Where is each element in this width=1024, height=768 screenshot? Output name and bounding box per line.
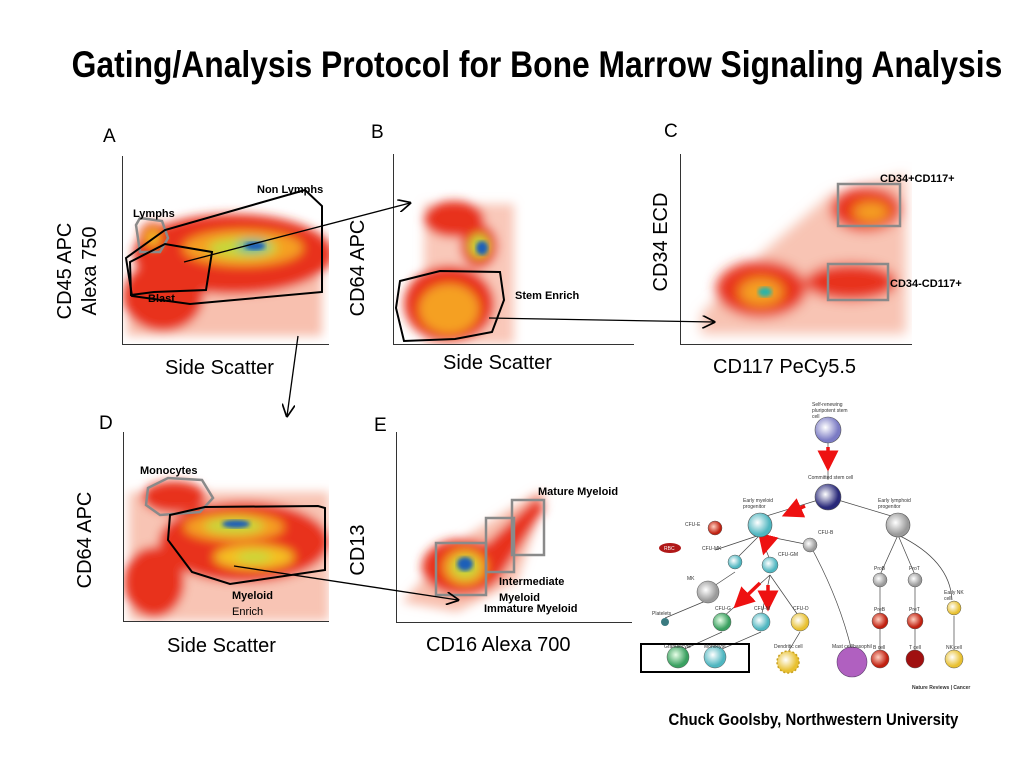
label-mature-myeloid: Mature Myeloid: [538, 486, 619, 498]
highlight-box: [640, 643, 750, 673]
gate-mature-myeloid: [510, 498, 546, 557]
label-pret: PreT: [909, 607, 920, 613]
panel-a-plot: [122, 156, 329, 345]
panel-b-letter: B: [371, 122, 384, 143]
label-cfu-mk: CFU-MK: [702, 546, 722, 552]
label-immature-myeloid: Immature Myeloid: [484, 603, 578, 615]
label-early-lymphoid: Early lymphoid progenitor: [878, 498, 911, 510]
panel-d-xlabel: Side Scatter: [167, 635, 276, 657]
panel-c-letter: C: [664, 121, 678, 142]
label-myeloid-line2: Enrich: [232, 606, 264, 618]
label-cfu-gm: CFU-GM: [778, 552, 798, 558]
label-intermediate-myeloid: Intermediate Myeloid: [499, 574, 564, 606]
credit-line: Chuck Goolsby, Northwestern University: [668, 710, 958, 729]
label-cfu-e: CFU-E: [685, 522, 701, 528]
label-cfu-g: CFU-G: [715, 606, 731, 612]
label-preb: PreB: [874, 607, 886, 613]
label-platelets: Platelets: [652, 611, 672, 617]
label-myeloid-line1: Myeloid: [232, 590, 273, 602]
label-top: Self-renewing pluripotent stem cell: [812, 402, 848, 420]
slide-title: Gating/Analysis Protocol for Bone Marrow…: [71, 44, 1003, 85]
panel-e-xlabel: CD16 Alexa 700: [426, 634, 571, 656]
panel-a-letter: A: [103, 126, 116, 147]
label-early-myeloid: Early myeloid progenitor: [743, 498, 774, 510]
gate-lymphs: [134, 216, 170, 254]
panel-d-density: [124, 481, 329, 621]
label-monocytes: Monocytes: [140, 465, 198, 477]
gate-cd34neg-cd117pos: [826, 262, 890, 302]
label-rbc: RBC: [664, 546, 675, 552]
label-myeloid-enrich: Myeloid Enrich: [232, 588, 273, 620]
label-b-cell: B cell: [873, 645, 886, 651]
panel-a-xlabel: Side Scatter: [165, 357, 274, 379]
label-committed: Committed stem cell: [808, 475, 854, 481]
label-mk: MK: [687, 576, 695, 582]
label-cfu-d: CFU-D: [793, 606, 809, 612]
panel-d-letter: D: [99, 413, 113, 434]
arrow-a-to-d: [287, 335, 299, 416]
hematopoiesis-diagram: [640, 416, 964, 678]
gate-blast: [128, 242, 214, 297]
label-cfu-m: CFU-M: [754, 606, 771, 612]
label-cd34neg-cd117pos: CD34-CD117+: [890, 278, 962, 290]
label-prob: ProB: [874, 566, 886, 572]
label-granulocyte: Granulocyte: [664, 644, 691, 650]
gate-myeloid-enrich: [166, 504, 326, 586]
gate-stem-enrich: [394, 269, 506, 343]
label-stem-enrich: Stem Enrich: [515, 290, 580, 302]
arrow-a-to-b: [183, 203, 410, 263]
label-intermediate-line2: Myeloid: [499, 592, 540, 604]
panel-d-plot: [123, 432, 329, 622]
gate-monocytes: [144, 476, 215, 517]
label-dendritic: Dendritic cell: [774, 644, 803, 650]
panel-c-plot: [680, 154, 912, 345]
label-intermediate-line1: Intermediate: [499, 576, 565, 588]
label-nk-cell: NK cell: [946, 645, 962, 651]
label-t-cell: T cell: [909, 645, 921, 651]
gate-non-lymphs: [124, 188, 323, 306]
panel-b-density: [404, 201, 514, 344]
diagram-labels: Self-renewing pluripotent stem cell Comm…: [640, 400, 990, 700]
panel-b-xlabel: Side Scatter: [443, 352, 552, 374]
label-prot: ProT: [909, 566, 920, 572]
gate-intermediate-myeloid: [484, 516, 516, 574]
gate-cd34pos-cd117pos: [836, 182, 902, 228]
panel-a-density: [123, 214, 329, 336]
label-blast: Blast: [148, 293, 175, 305]
label-mast: Mast cell/basophil: [832, 644, 872, 650]
label-monocyte: Monocyte: [704, 644, 726, 650]
panel-e-letter: E: [374, 415, 387, 436]
label-lymphs: Lymphs: [133, 208, 175, 220]
arrow-b-to-c: [488, 318, 714, 322]
panel-b-plot: [393, 154, 634, 345]
label-early-nk: Early NK cell: [944, 590, 964, 602]
label-cfu-b: CFU-B: [818, 530, 834, 536]
arrow-d-to-e: [233, 565, 458, 600]
label-cd34pos-cd117pos: CD34+CD117+: [880, 173, 955, 185]
gate-immature-myeloid: [434, 541, 488, 597]
label-source: Nature Reviews | Cancer: [912, 685, 971, 691]
label-non-lymphs: Non Lymphs: [257, 184, 324, 196]
panel-c-xlabel: CD117 PeCy5.5: [713, 356, 857, 378]
